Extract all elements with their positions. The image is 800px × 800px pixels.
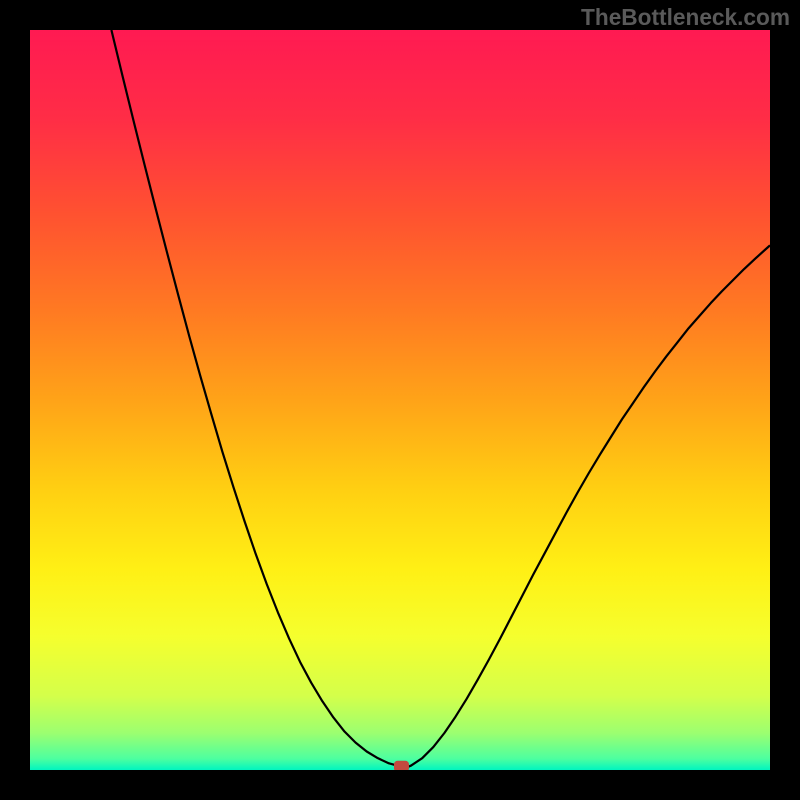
chart-svg <box>30 30 770 770</box>
chart-stage: TheBottleneck.com <box>0 0 800 800</box>
optimal-marker <box>394 761 408 770</box>
gradient-background <box>30 30 770 770</box>
watermark-text: TheBottleneck.com <box>581 4 790 31</box>
plot-area <box>30 30 770 770</box>
